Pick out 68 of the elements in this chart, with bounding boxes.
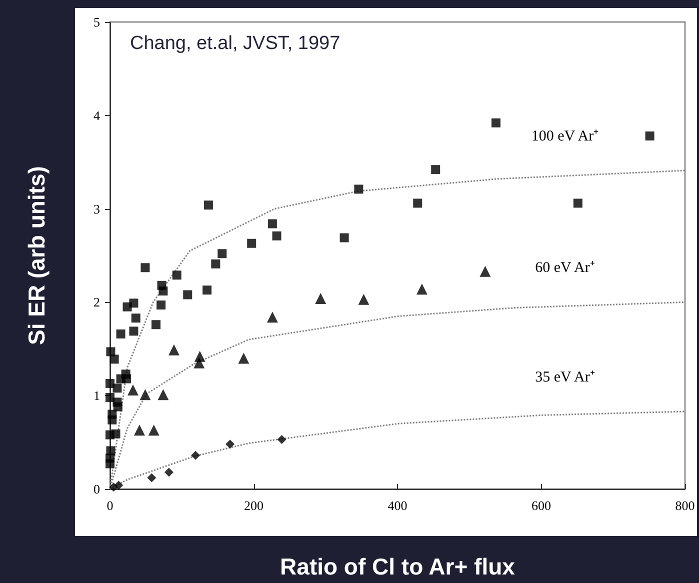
point bbox=[168, 344, 180, 356]
point bbox=[204, 200, 213, 210]
annotation: 60 eV Ar⁺ bbox=[535, 260, 595, 276]
point bbox=[116, 329, 126, 338]
y-tick-label: 1 bbox=[94, 388, 100, 404]
point bbox=[277, 435, 286, 444]
point bbox=[358, 294, 370, 305]
point bbox=[491, 118, 500, 128]
annotation: Chang, et.al, JVST, 1997 bbox=[130, 33, 340, 54]
point bbox=[128, 384, 138, 396]
y-tick-label: 2 bbox=[94, 294, 100, 310]
point bbox=[416, 284, 428, 295]
y-tick-label: 4 bbox=[94, 108, 100, 123]
point bbox=[148, 424, 160, 436]
point bbox=[226, 440, 235, 449]
point bbox=[268, 219, 277, 228]
point bbox=[172, 270, 182, 280]
point bbox=[129, 326, 138, 336]
point bbox=[272, 231, 282, 240]
point bbox=[122, 302, 132, 312]
annotation: 35 eV Ar⁺ bbox=[535, 369, 595, 386]
point bbox=[211, 259, 220, 268]
point bbox=[158, 389, 169, 400]
point bbox=[183, 290, 192, 300]
point bbox=[140, 263, 150, 272]
point bbox=[112, 384, 122, 393]
point bbox=[645, 131, 654, 140]
point bbox=[480, 266, 491, 277]
point bbox=[134, 424, 145, 436]
point bbox=[156, 300, 166, 310]
point bbox=[140, 389, 151, 400]
point bbox=[247, 238, 256, 248]
y-tick-label: 0 bbox=[94, 482, 100, 496]
x-tick-label: 0 bbox=[106, 498, 114, 513]
x-tick-label: 600 bbox=[532, 498, 551, 513]
point bbox=[108, 415, 117, 424]
point bbox=[266, 312, 278, 323]
point bbox=[152, 320, 160, 330]
point bbox=[114, 480, 124, 490]
point bbox=[315, 292, 326, 304]
point bbox=[113, 402, 122, 412]
x-tick-label: 800 bbox=[675, 498, 695, 513]
point bbox=[354, 184, 364, 194]
point bbox=[431, 165, 440, 174]
point bbox=[573, 198, 582, 208]
point bbox=[202, 286, 212, 295]
point bbox=[238, 352, 250, 364]
point bbox=[413, 198, 422, 208]
point bbox=[131, 314, 140, 323]
x-tick-label: 400 bbox=[388, 498, 408, 513]
point bbox=[340, 233, 349, 242]
point bbox=[164, 468, 174, 477]
y-axis-title: Si ER (arb units) bbox=[24, 166, 50, 345]
point bbox=[158, 286, 168, 296]
point bbox=[147, 473, 156, 482]
point bbox=[111, 429, 120, 438]
point bbox=[191, 450, 200, 460]
point bbox=[110, 354, 119, 364]
y-tick-label: 3 bbox=[94, 201, 100, 216]
point bbox=[106, 347, 116, 356]
point bbox=[106, 459, 114, 468]
annotation: 100 eV Ar⁺ bbox=[531, 128, 599, 145]
y-tick-label: 5 bbox=[94, 14, 100, 30]
point bbox=[116, 374, 126, 384]
x-tick-label: 200 bbox=[244, 498, 264, 513]
point bbox=[194, 357, 205, 368]
x-axis-title: Ratio of Cl to Ar+ flux bbox=[280, 554, 516, 580]
point bbox=[218, 249, 227, 258]
